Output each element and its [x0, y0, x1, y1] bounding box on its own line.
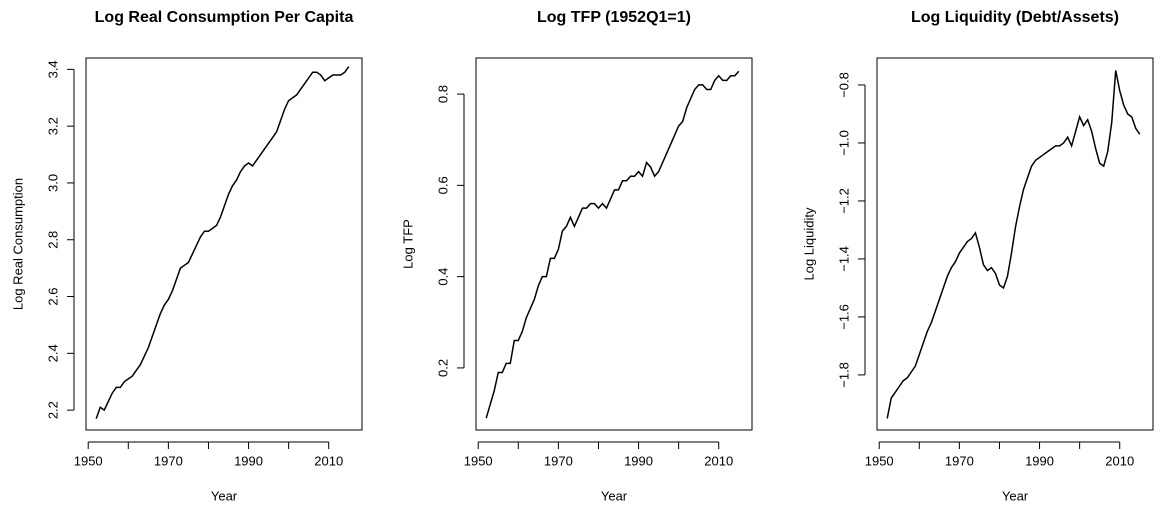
- y-tick-label: 3.2: [45, 117, 60, 135]
- y-tick-label: −1.2: [836, 188, 851, 214]
- x-tick-label: 1970: [945, 453, 974, 468]
- x-axis-label: Year: [1002, 488, 1029, 503]
- x-tick-label: 1950: [74, 453, 103, 468]
- x-axis-label: Year: [601, 488, 628, 503]
- x-tick-label: 1990: [234, 453, 263, 468]
- y-tick-label: 2.8: [45, 231, 60, 249]
- y-tick-label: 0.4: [435, 268, 450, 286]
- y-tick-label: −1.8: [836, 362, 851, 388]
- plot-frame: [475, 57, 753, 431]
- data-line: [95, 66, 350, 419]
- x-tick-label: 1970: [154, 453, 183, 468]
- x-tick-label: 2010: [314, 453, 343, 468]
- y-tick-label: 0.6: [435, 176, 450, 194]
- x-tick-label: 2010: [704, 453, 733, 468]
- y-axis-label: Log TFP: [400, 219, 415, 269]
- plot-frame: [85, 57, 363, 431]
- chart-title: Log Liquidity (Debt/Assets): [911, 9, 1119, 26]
- x-tick-label: 1990: [1025, 453, 1054, 468]
- y-axis-label: Log Real Consumption: [10, 178, 25, 310]
- y-tick-label: 2.6: [45, 287, 60, 305]
- y-tick-label: −1.6: [836, 304, 851, 330]
- y-tick-label: 0.2: [435, 359, 450, 377]
- x-tick-label: 1950: [464, 453, 493, 468]
- y-tick-label: 3.4: [45, 60, 60, 78]
- x-tick-label: 1970: [544, 453, 573, 468]
- data-line: [485, 70, 740, 419]
- chart-title: Log Real Consumption Per Capita: [95, 9, 354, 26]
- data-line: [886, 70, 1141, 419]
- y-tick-label: 2.4: [45, 344, 60, 362]
- plot-frame: [876, 57, 1154, 431]
- y-tick-label: 2.2: [45, 401, 60, 419]
- x-axis-label: Year: [211, 488, 238, 503]
- y-tick-label: −1.0: [836, 130, 851, 156]
- x-tick-label: 1950: [865, 453, 894, 468]
- y-tick-label: 0.8: [435, 85, 450, 103]
- y-tick-label: 3.0: [45, 174, 60, 192]
- x-tick-label: 1990: [624, 453, 653, 468]
- x-tick-label: 2010: [1105, 453, 1134, 468]
- chart-title: Log TFP (1952Q1=1): [537, 9, 691, 26]
- y-axis-label: Log Liquidity: [801, 207, 816, 280]
- y-tick-label: −1.4: [836, 246, 851, 272]
- y-tick-label: −0.8: [836, 72, 851, 98]
